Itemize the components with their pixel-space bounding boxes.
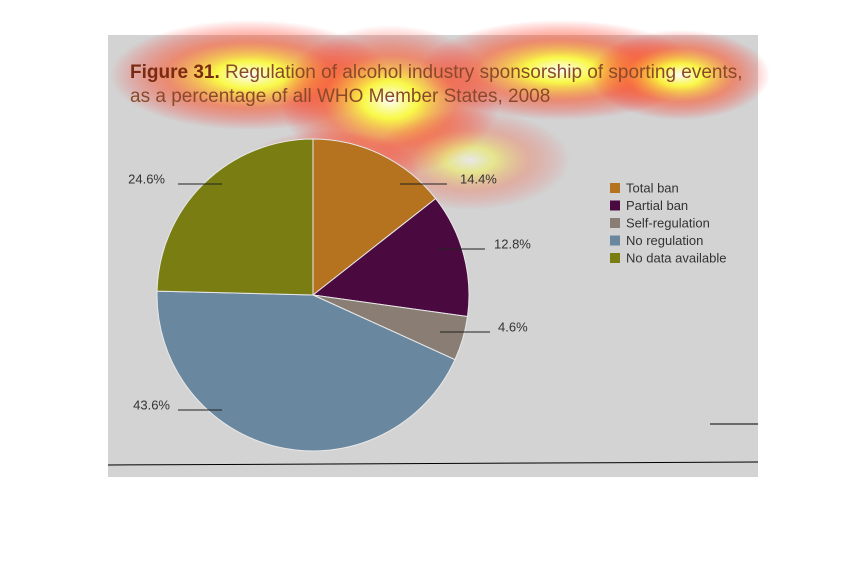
legend-label: No regulation	[626, 233, 703, 248]
legend-swatch	[610, 253, 620, 263]
data-label: 12.8%	[494, 236, 531, 251]
legend-label: No data available	[626, 250, 726, 265]
data-label: 4.6%	[498, 319, 528, 334]
pie-slice	[311, 197, 470, 318]
legend-swatch	[610, 218, 620, 228]
figure-label: Figure 31.	[130, 62, 220, 83]
chart-title: Figure 31. Regulation of alcohol industr…	[130, 62, 743, 83]
chart-title: as a percentage of all WHO Member States…	[130, 86, 550, 107]
data-label: 24.6%	[128, 171, 165, 186]
legend-label: Partial ban	[626, 198, 688, 213]
data-label: 14.4%	[460, 171, 497, 186]
data-label: 43.6%	[133, 397, 170, 412]
rule	[107, 461, 759, 466]
legend-swatch	[610, 200, 620, 211]
legend-label: Total ban	[626, 180, 679, 195]
pie-slice	[156, 138, 314, 296]
title-line: Regulation of alcohol industry sponsorsh…	[225, 62, 743, 83]
legend-swatch	[610, 235, 620, 246]
legend-label: Self-regulation	[626, 215, 710, 230]
pie-slice	[312, 138, 437, 297]
pie-slice	[156, 290, 456, 452]
legend-swatch	[610, 183, 620, 193]
